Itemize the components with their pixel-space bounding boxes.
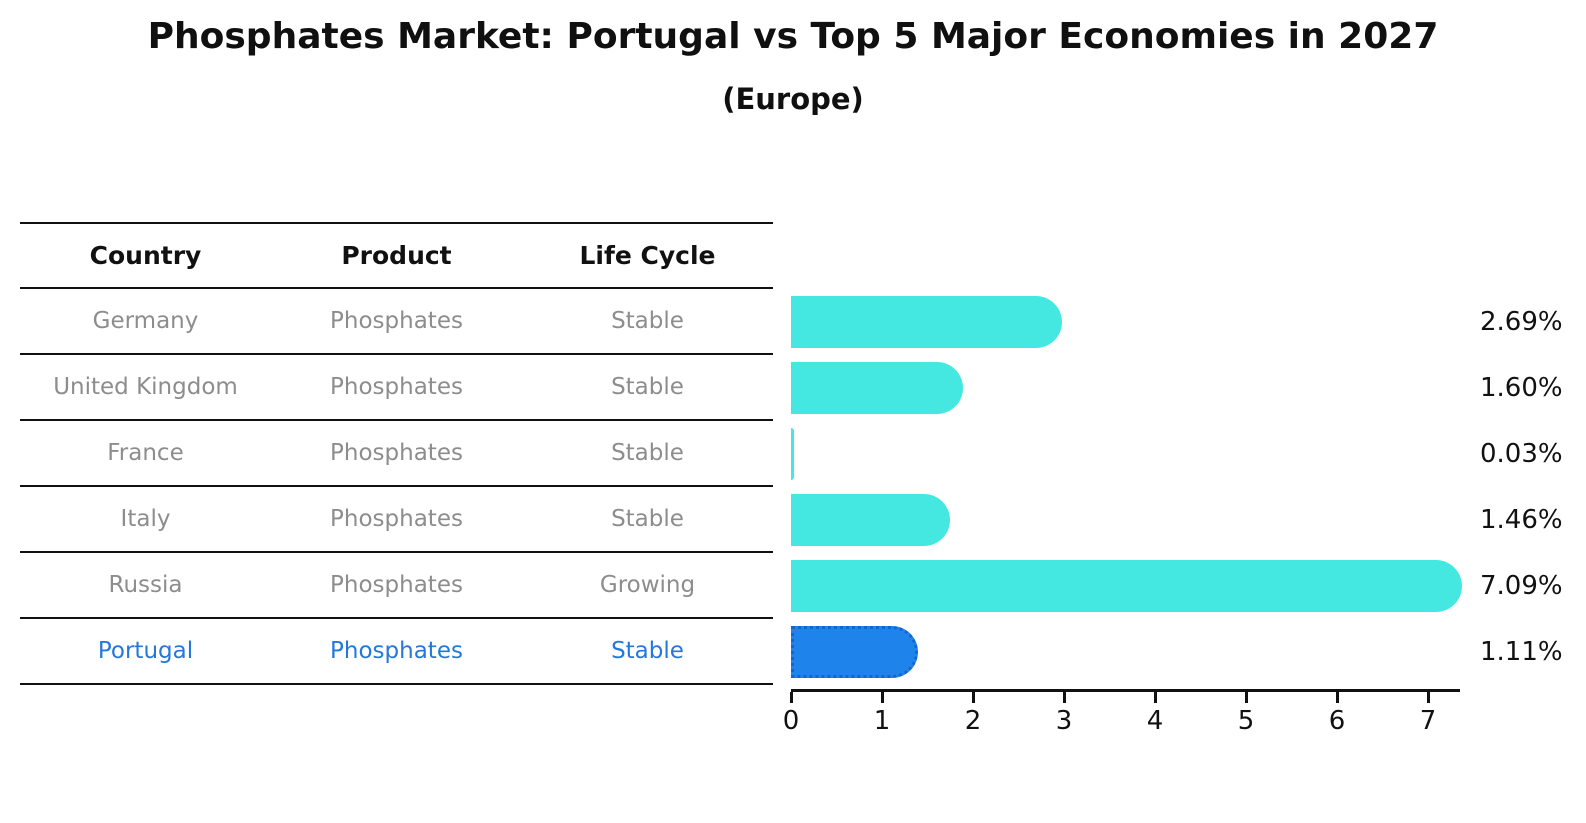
bar-value-label: 1.60% xyxy=(1480,373,1563,403)
bar-plot: 2.69% 1.60% 0.03% 1.46% 7.09% 1.11% xyxy=(791,289,1586,686)
bar-row-germany: 2.69% xyxy=(791,289,1586,355)
table-row-russia: Russia Phosphates Growing xyxy=(20,553,773,619)
table-header-row: Country Product Life Cycle xyxy=(20,222,773,289)
bar-row-portugal: 1.11% xyxy=(791,619,1586,685)
bar-united-kingdom xyxy=(791,362,963,414)
cell-country: Italy xyxy=(120,506,171,532)
x-axis-tick xyxy=(972,692,975,703)
bar-italy xyxy=(791,494,950,546)
table-row-united-kingdom: United Kingdom Phosphates Stable xyxy=(20,355,773,421)
x-axis-tick xyxy=(1336,692,1339,703)
x-axis-tick-label: 0 xyxy=(782,706,800,736)
table-row-germany: Germany Phosphates Stable xyxy=(20,289,773,355)
table-row-france: France Phosphates Stable xyxy=(20,421,773,487)
bar-value-label: 7.09% xyxy=(1480,571,1563,601)
bar-row-italy: 1.46% xyxy=(791,487,1586,553)
cell-product: Phosphates xyxy=(330,308,463,334)
cell-product: Phosphates xyxy=(330,440,463,466)
cell-country: Portugal xyxy=(97,638,194,664)
cell-life_cycle: Stable xyxy=(611,506,684,532)
cell-product: Phosphates xyxy=(330,638,463,664)
x-axis-tick-label: 7 xyxy=(1419,706,1437,736)
cell-life_cycle: Stable xyxy=(611,308,684,334)
x-axis-tick-label: 4 xyxy=(1146,706,1164,736)
x-axis-tick-label: 6 xyxy=(1328,706,1346,736)
column-header-product: Product xyxy=(341,241,452,270)
bar-germany xyxy=(791,296,1062,348)
bar-value-label: 0.03% xyxy=(1480,439,1563,469)
bar-row-france: 0.03% xyxy=(791,421,1586,487)
bar-row-russia: 7.09% xyxy=(791,553,1586,619)
chart-subtitle: (Europe) xyxy=(722,82,864,116)
x-axis: 0 1 2 3 4 5 6 7 xyxy=(783,689,1460,749)
x-axis-tick xyxy=(1063,692,1066,703)
cell-product: Phosphates xyxy=(330,572,463,598)
x-axis-line xyxy=(791,689,1460,692)
x-axis-tick-label: 3 xyxy=(1055,706,1073,736)
bar-portugal xyxy=(791,626,918,678)
cell-life_cycle: Stable xyxy=(611,374,684,400)
comparison-table: Country Product Life Cycle Germany Phosph… xyxy=(20,222,773,685)
x-axis-tick xyxy=(1154,692,1157,703)
table-row-portugal: Portugal Phosphates Stable xyxy=(20,619,773,685)
cell-life_cycle: Stable xyxy=(611,638,684,664)
cell-country: Russia xyxy=(108,572,183,598)
table-row-italy: Italy Phosphates Stable xyxy=(20,487,773,553)
bar-russia xyxy=(791,560,1463,612)
cell-country: United Kingdom xyxy=(53,374,238,400)
x-axis-tick-label: 2 xyxy=(964,706,982,736)
x-axis-tick xyxy=(1427,692,1430,703)
x-axis-tick-label: 5 xyxy=(1237,706,1255,736)
bar-value-label: 1.46% xyxy=(1480,505,1563,535)
x-axis-tick xyxy=(790,692,793,703)
cell-country: Germany xyxy=(92,308,199,334)
x-axis-tick xyxy=(881,692,884,703)
chart-title: Phosphates Market: Portugal vs Top 5 Maj… xyxy=(147,16,1439,57)
bar-value-label: 1.11% xyxy=(1480,637,1563,667)
column-header-country: Country xyxy=(89,241,202,270)
cell-life_cycle: Stable xyxy=(611,440,684,466)
cell-country: France xyxy=(107,440,184,466)
table-body: Germany Phosphates Stable United Kingdom Pho… xyxy=(20,289,773,685)
cell-product: Phosphates xyxy=(330,506,463,532)
bar-value-label: 2.69% xyxy=(1480,307,1563,337)
bar-row-united-kingdom: 1.60% xyxy=(791,355,1586,421)
cell-product: Phosphates xyxy=(330,374,463,400)
bar-france xyxy=(791,428,794,480)
column-header-lifecycle: Life Cycle xyxy=(579,241,716,270)
x-axis-tick-label: 1 xyxy=(873,706,891,736)
cell-life_cycle: Growing xyxy=(599,572,696,598)
x-axis-tick xyxy=(1245,692,1248,703)
